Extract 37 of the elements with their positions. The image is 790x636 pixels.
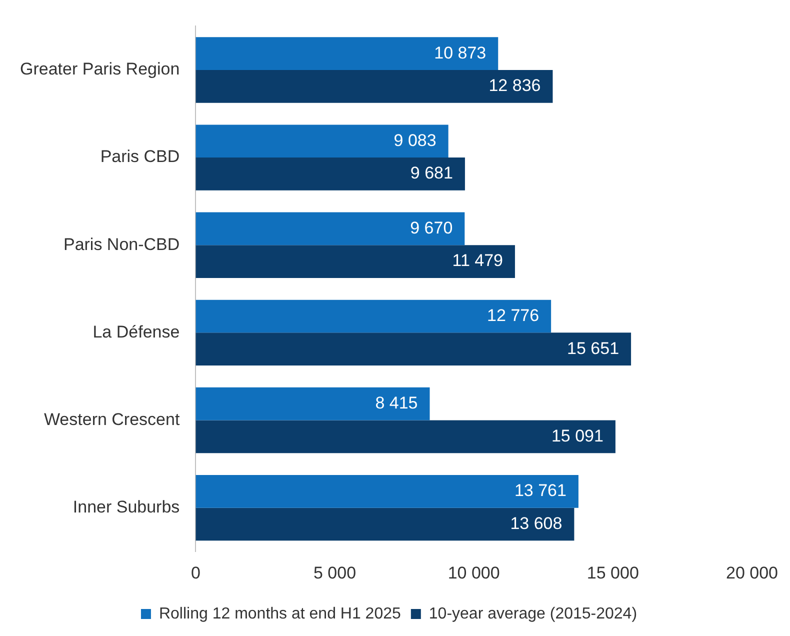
y-tick-label: Paris CBD xyxy=(100,147,180,166)
data-label: 12 776 xyxy=(487,306,540,325)
data-label: 15 651 xyxy=(567,338,620,358)
bar xyxy=(196,124,448,158)
bar xyxy=(196,245,515,278)
bar xyxy=(196,300,552,333)
x-tick-label: 5 000 xyxy=(313,563,356,582)
data-label: 8 415 xyxy=(375,394,418,413)
bar xyxy=(196,332,632,366)
data-label: 12 836 xyxy=(488,76,541,96)
x-tick-label: 0 xyxy=(190,563,200,582)
bar xyxy=(196,158,465,190)
bar xyxy=(196,37,498,70)
bar xyxy=(196,212,465,246)
bar xyxy=(196,420,616,454)
data-label: 13 608 xyxy=(510,514,562,533)
bar xyxy=(196,474,578,508)
data-label: 9 083 xyxy=(394,130,436,150)
data-label: 9 681 xyxy=(410,164,453,183)
x-tick-label: 10 000 xyxy=(448,563,500,582)
data-label: 9 670 xyxy=(410,218,453,238)
legend-label: 10-year average (2015-2024) xyxy=(428,605,638,622)
y-tick-label: Paris Non-CBD xyxy=(63,234,180,254)
legend-label: Rolling 12 months at end H1 2025 xyxy=(158,605,402,622)
x-tick-label: 20 000 xyxy=(726,563,778,582)
y-tick-label: La Défense xyxy=(92,322,180,342)
data-label: 13 761 xyxy=(514,481,566,500)
bar xyxy=(196,70,553,103)
y-tick-label: Inner Suburbs xyxy=(72,498,180,517)
bar xyxy=(196,387,430,420)
bar xyxy=(196,508,574,541)
y-tick-label: Western Crescent xyxy=(44,410,180,429)
data-label: 15 091 xyxy=(551,426,604,446)
data-label: 10 873 xyxy=(434,43,486,62)
y-tick-label: Greater Paris Region xyxy=(20,60,180,79)
data-label: 11 479 xyxy=(452,251,503,270)
x-tick-label: 15 000 xyxy=(586,563,639,582)
